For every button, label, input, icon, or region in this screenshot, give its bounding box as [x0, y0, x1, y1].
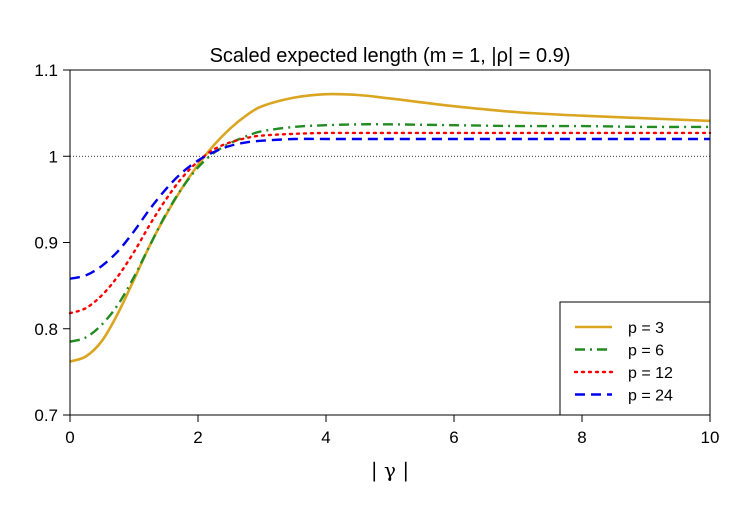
x-tick-label: 2 — [193, 428, 202, 447]
chart-title: Scaled expected length (m = 1, |ρ| = 0.9… — [210, 45, 571, 67]
y-tick-label: 0.9 — [34, 234, 58, 253]
y-tick-label: 1 — [49, 147, 58, 166]
legend-label: p = 6 — [628, 343, 664, 360]
legend: p = 3 p = 6 p = 12 p = 24 — [559, 301, 711, 416]
x-tick-label: 4 — [321, 428, 330, 447]
x-tick-label: 8 — [577, 428, 586, 447]
y-tick-label: 0.7 — [34, 406, 58, 425]
legend-label: p = 12 — [628, 365, 673, 382]
axes: 0 2 4 6 8 10 0.7 0.8 0.9 1 1.1 — [34, 61, 719, 447]
x-tick-label: 0 — [65, 428, 74, 447]
series-line-p24 — [69, 137, 710, 280]
x-tick-label: 10 — [701, 428, 720, 447]
series-line-p12 — [68, 131, 712, 315]
legend-label: p = 24 — [628, 388, 673, 405]
series-line-p3 — [69, 92, 711, 363]
legend-label: p = 3 — [628, 320, 664, 337]
y-tick-label: 0.8 — [34, 320, 58, 339]
y-tick-label: 1.1 — [34, 61, 58, 80]
legend-box — [559, 301, 711, 416]
x-axis-label: | γ | — [371, 458, 409, 483]
x-tick-label: 6 — [449, 428, 458, 447]
series-line-p6 — [69, 123, 711, 343]
plot-area — [68, 92, 712, 363]
